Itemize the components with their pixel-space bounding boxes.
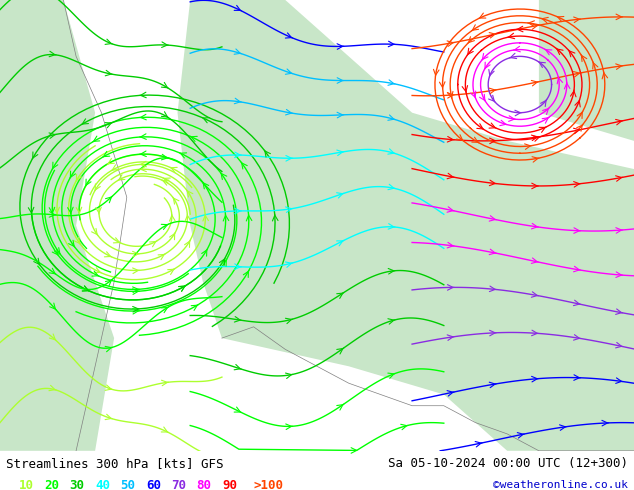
Text: 70: 70 (171, 479, 186, 490)
Polygon shape (0, 0, 114, 451)
Text: Streamlines 300 hPa [kts] GFS: Streamlines 300 hPa [kts] GFS (6, 457, 224, 469)
Text: 40: 40 (95, 479, 110, 490)
Text: 50: 50 (120, 479, 136, 490)
Text: ©weatheronline.co.uk: ©weatheronline.co.uk (493, 480, 628, 490)
Polygon shape (178, 0, 634, 451)
Text: Sa 05-10-2024 00:00 UTC (12+300): Sa 05-10-2024 00:00 UTC (12+300) (387, 457, 628, 469)
Text: >100: >100 (254, 479, 283, 490)
Polygon shape (539, 0, 634, 141)
Text: 80: 80 (197, 479, 212, 490)
Text: 20: 20 (44, 479, 60, 490)
Text: 10: 10 (19, 479, 34, 490)
Text: 90: 90 (222, 479, 237, 490)
Text: 60: 60 (146, 479, 161, 490)
Text: 30: 30 (70, 479, 85, 490)
